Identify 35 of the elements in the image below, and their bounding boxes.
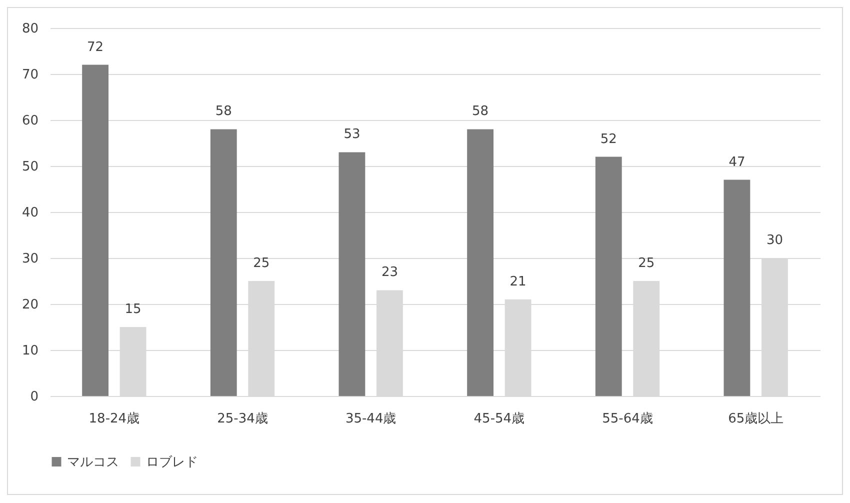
data-label: 58 <box>215 104 232 120</box>
x-tick-label: 25-34歳 <box>217 412 268 426</box>
data-label: 53 <box>344 127 360 142</box>
data-label: 21 <box>510 274 526 290</box>
bar <box>338 152 366 396</box>
x-tick-label: 18-24歳 <box>88 412 140 426</box>
legend-label: マルコス <box>67 454 119 470</box>
y-tick-label: 20 <box>22 298 38 312</box>
data-label: 52 <box>600 132 617 147</box>
data-label: 23 <box>381 265 398 280</box>
data-label: 47 <box>728 154 746 170</box>
y-tick-label: 40 <box>22 206 38 220</box>
y-tick-label: 30 <box>22 252 38 266</box>
y-tick-label: 0 <box>30 390 38 404</box>
data-label: 72 <box>87 40 104 55</box>
y-tick-label: 70 <box>22 68 38 82</box>
x-tick-label: 35-44歳 <box>345 412 396 426</box>
y-tick-label: 50 <box>22 160 38 174</box>
data-label: 25 <box>253 256 270 271</box>
bar <box>724 180 750 396</box>
bar <box>595 156 622 396</box>
x-tick-label: 45-54歳 <box>474 412 525 426</box>
bar <box>467 129 494 396</box>
bar <box>210 129 237 396</box>
data-label: 30 <box>766 233 783 248</box>
y-tick-label: 60 <box>22 114 38 128</box>
bar <box>82 64 109 396</box>
data-label: 15 <box>124 302 142 317</box>
data-label: 25 <box>638 256 655 271</box>
legend-label: ロブレド <box>146 454 198 470</box>
x-tick-label: 55-64歳 <box>602 412 653 426</box>
data-label: 58 <box>472 104 489 120</box>
x-tick-label: 65歳以上 <box>728 412 784 426</box>
y-tick-label: 10 <box>22 344 38 358</box>
y-tick-label: 80 <box>22 22 38 36</box>
